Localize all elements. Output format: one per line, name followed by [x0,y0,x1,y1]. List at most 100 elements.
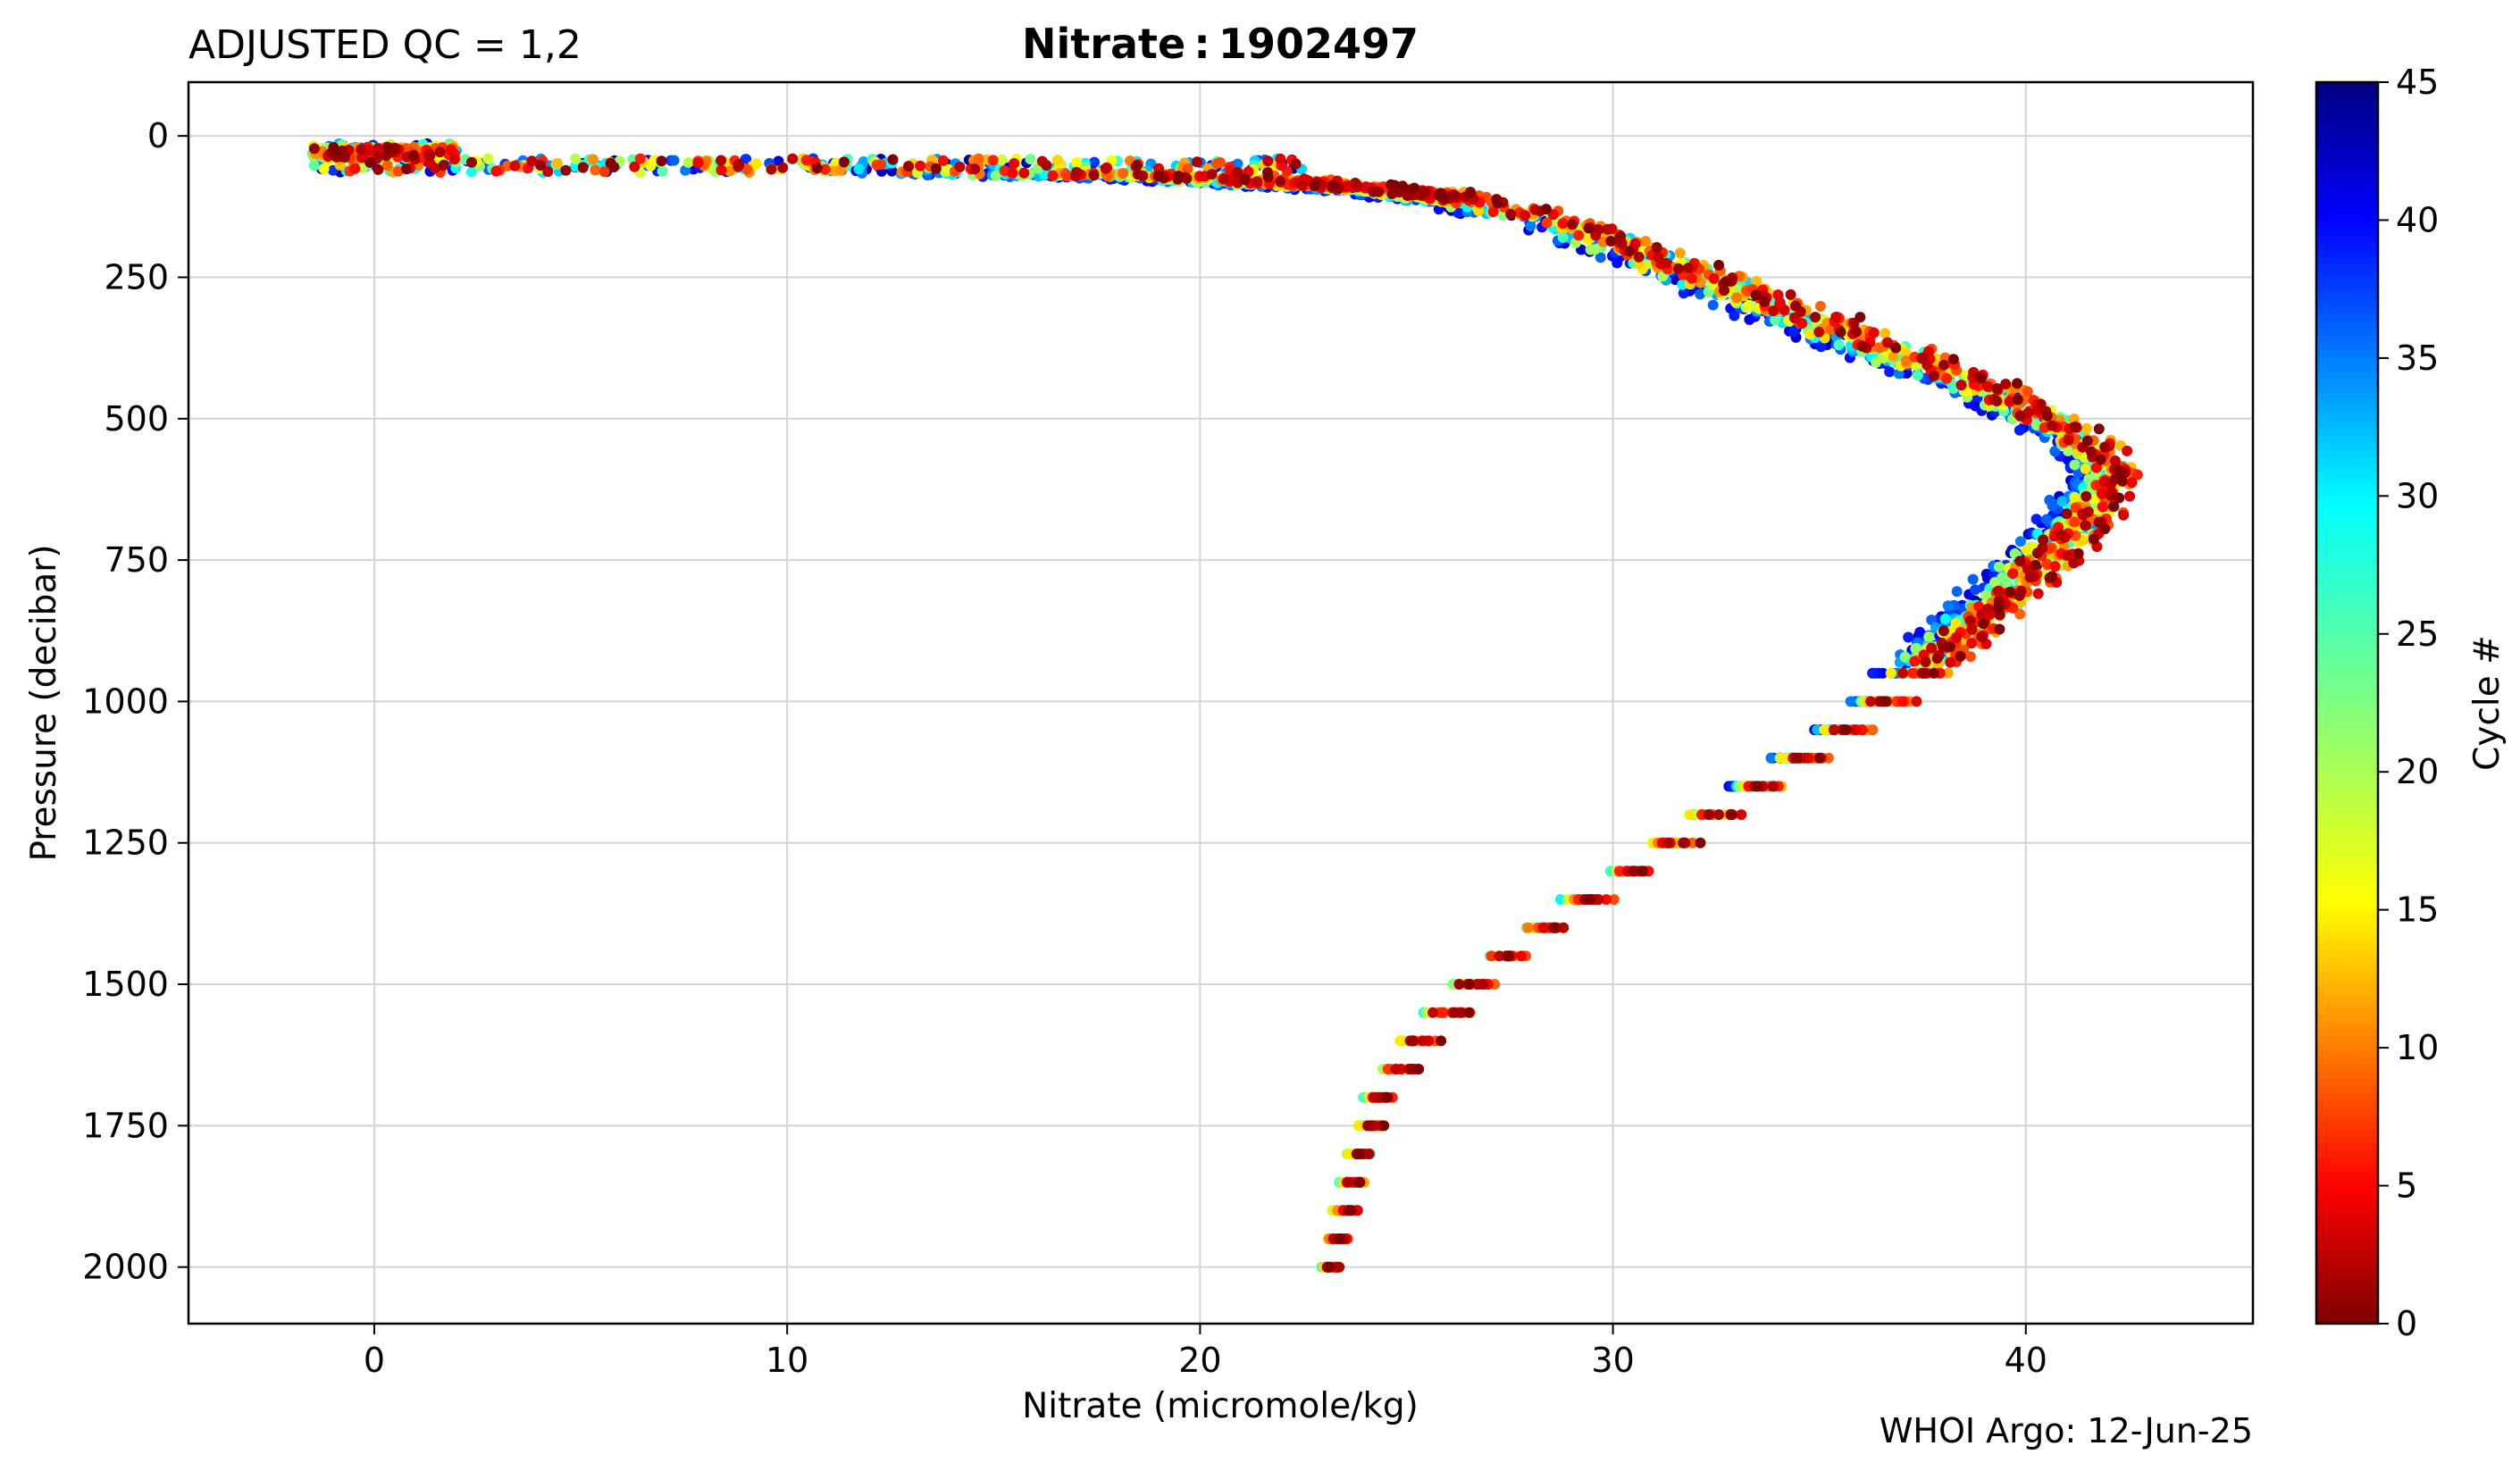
data-point [1390,1064,1402,1074]
data-point [1867,724,1879,736]
data-point [1182,163,1193,174]
data-point [2069,459,2080,471]
data-point [2072,547,2084,559]
data-point [1557,231,1569,243]
data-point [2041,410,2053,422]
data-point [401,163,412,175]
data-point [1978,618,1989,630]
data-point [1516,950,1528,962]
data-point [1703,809,1714,821]
data-point [1449,1007,1461,1018]
data-point [1813,326,1825,338]
data-point [1232,167,1243,178]
data-point [1061,171,1073,181]
data-point [2004,396,2015,407]
data-point [542,166,554,178]
data-point [716,164,727,176]
data-point [465,166,477,178]
data-point [1486,950,1497,962]
data-point [1695,288,1706,300]
data-point [356,152,368,163]
data-point [2038,534,2049,546]
data-point [2007,568,2019,580]
data-point [331,146,342,157]
data-point [1732,283,1744,295]
data-point [2013,424,2025,436]
data-point [2049,561,2061,573]
data-point [445,144,456,155]
data-point [2080,422,2092,434]
data-point [1707,299,1719,311]
colorbar-label: Cycle # [2467,635,2507,771]
data-point [1917,352,1929,364]
data-point [1888,351,1899,363]
data-point [1896,696,1908,707]
data-point [570,153,582,164]
data-point [438,160,449,171]
data-point [2047,420,2058,431]
data-point [599,166,610,178]
data-point [424,150,436,162]
data-point [1926,642,1938,654]
data-point [887,154,899,165]
data-point [1938,359,1949,371]
data-point [1402,190,1413,201]
data-point [1309,180,1320,191]
data-point [1537,922,1549,933]
data-point [1994,623,2005,635]
data-point [838,156,850,168]
data-point [1039,169,1051,180]
data-point [716,155,727,166]
data-point [535,160,546,171]
data-point [1850,724,1862,736]
data-point [1525,221,1536,231]
data-point [560,164,572,176]
y-axis-label: Pressure (decibar) [24,544,64,861]
data-point [1605,236,1617,247]
data-point [1206,169,1218,180]
data-point [656,155,667,167]
data-point [1464,979,1476,990]
data-point [1899,651,1911,663]
data-point [2095,454,2106,465]
data-point [2093,423,2105,435]
data-point [733,159,745,171]
data-point [2082,506,2094,517]
x-tick-label: 40 [2005,1341,2047,1380]
data-point [2099,441,2111,453]
data-point [1637,865,1649,877]
data-point [429,163,440,174]
data-point [1928,371,1939,381]
data-point [1344,1149,1354,1159]
data-point [1804,329,1816,340]
data-point [1557,218,1569,230]
data-point [787,153,799,164]
x-axis: 0 10 20 30 40 [364,1324,2047,1380]
data-point [1354,1176,1366,1188]
data-point [1397,180,1408,192]
data-point [1583,222,1595,234]
credit-text: WHOI Argo: 12-Jun-25 [1880,1411,2253,1450]
data-point [1615,230,1627,242]
data-point [334,159,346,171]
data-point [482,153,494,164]
data-point [741,163,753,175]
data-point [1825,324,1837,335]
data-point [1815,300,1826,312]
data-point [1830,312,1842,322]
data-point [1835,326,1846,338]
data-point [1845,696,1856,707]
data-point [1386,188,1398,199]
data-point [392,165,404,177]
data-point [608,162,620,172]
data-point [2099,523,2111,535]
data-point [1993,602,2004,614]
data-point [1695,837,1706,848]
data-point [2080,490,2092,502]
data-point [1912,370,1923,381]
data-point [1678,288,1689,299]
data-point [1767,781,1779,792]
data-point [2001,576,2013,588]
colorbar-tick-label: 35 [2396,338,2439,378]
data-point [1955,650,1966,662]
